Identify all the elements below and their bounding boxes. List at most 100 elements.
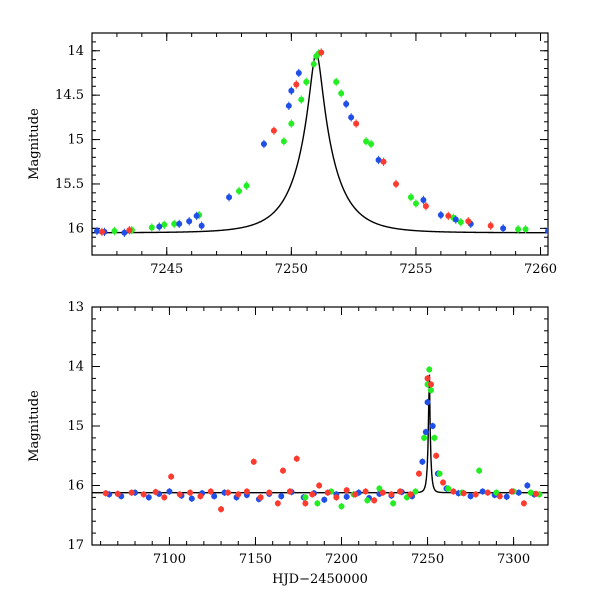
data-point	[168, 473, 175, 480]
data-point	[338, 503, 345, 510]
data-point	[421, 434, 428, 441]
data-point	[503, 493, 510, 500]
data-point	[126, 227, 133, 234]
model-curve-line	[92, 52, 548, 234]
data-point	[303, 78, 310, 85]
data-point	[243, 182, 250, 189]
data-point	[415, 470, 422, 477]
y-tick-label: 14.5	[55, 88, 84, 103]
data-point	[429, 423, 436, 429]
x-tick-label: 7150	[239, 552, 272, 567]
x-tick-label: 7200	[325, 552, 358, 567]
data-point	[508, 488, 515, 495]
data-point	[362, 488, 369, 495]
data-point	[364, 497, 371, 504]
data-point	[343, 487, 350, 494]
data-point	[187, 489, 194, 496]
data-point	[496, 493, 503, 500]
data-point	[310, 61, 317, 68]
data-point	[427, 381, 434, 388]
data-point	[333, 494, 340, 501]
data-point	[302, 494, 309, 501]
data-point	[460, 490, 467, 497]
data-point	[440, 479, 447, 486]
data-point	[324, 489, 331, 496]
data-point	[352, 491, 359, 498]
zoomed-light-curve-panel: 7245 7250 7255 7260 14 14.5 15 15.5 16 Magnitude	[27, 32, 557, 277]
data-point	[211, 493, 218, 500]
data-point	[309, 491, 316, 498]
data-point	[422, 203, 429, 210]
x-tick-label: 7260	[524, 262, 557, 277]
data-point	[363, 138, 370, 145]
y-tick-label: 16	[67, 479, 84, 494]
plot-frame	[91, 32, 549, 256]
data-point	[472, 491, 479, 498]
data-point	[288, 87, 295, 94]
data-point	[286, 488, 293, 495]
y-tick-label: 17	[67, 538, 84, 553]
data-point	[522, 226, 529, 233]
data-point	[467, 493, 474, 500]
data-point	[145, 494, 152, 501]
data-point	[407, 194, 414, 201]
data-point	[293, 81, 300, 88]
data-point	[295, 69, 302, 76]
data-point	[379, 489, 386, 496]
data-point	[280, 138, 287, 145]
data-point	[527, 489, 534, 496]
data-point	[243, 488, 250, 495]
data-point	[390, 500, 397, 507]
x-tick-label: 7245	[150, 262, 183, 277]
data-point	[422, 428, 429, 435]
data-point	[520, 500, 527, 507]
data-point	[479, 488, 486, 495]
data-point	[274, 500, 281, 507]
data-point	[176, 220, 183, 227]
data-point	[197, 493, 204, 500]
data-point	[186, 218, 193, 225]
data-point	[280, 467, 287, 474]
y-axis-title: Magnitude	[27, 108, 42, 180]
plot-area	[92, 366, 548, 513]
data-point	[318, 49, 325, 56]
data-point	[500, 225, 507, 232]
data-point	[218, 506, 225, 513]
data-point	[270, 127, 277, 134]
data-point	[226, 194, 233, 201]
x-axis-title: HJD−2450000	[272, 572, 368, 587]
data-point	[427, 387, 434, 394]
data-point	[476, 467, 483, 474]
data-point	[333, 78, 340, 85]
data-point	[266, 489, 273, 496]
y-tick-label: 14	[67, 44, 84, 59]
data-point	[224, 489, 231, 496]
data-point	[128, 489, 135, 496]
data-point	[193, 212, 200, 219]
y-tick-label: 16	[67, 221, 84, 236]
x-tick-label: 7300	[497, 552, 530, 567]
y-axis-title: Magnitude	[27, 390, 42, 462]
x-tick-label: 7100	[153, 552, 186, 567]
y-tick-label: 14	[67, 360, 84, 375]
data-point	[388, 491, 395, 498]
data-point	[420, 196, 427, 203]
data-point	[532, 490, 539, 497]
data-point	[250, 458, 257, 465]
data-point	[257, 494, 264, 501]
data-point	[321, 496, 328, 503]
data-point	[288, 120, 295, 127]
data-point	[140, 491, 147, 498]
data-point	[452, 216, 459, 223]
data-point	[298, 96, 305, 103]
data-point	[371, 497, 378, 504]
x-tick-label: 7250	[275, 262, 308, 277]
y-tick-label: 15	[67, 133, 84, 148]
data-point	[152, 489, 159, 496]
data-point	[450, 488, 457, 495]
data-point	[161, 494, 168, 501]
data-point	[171, 220, 178, 227]
data-point	[98, 228, 105, 235]
data-point	[397, 488, 404, 495]
data-point	[348, 114, 355, 121]
